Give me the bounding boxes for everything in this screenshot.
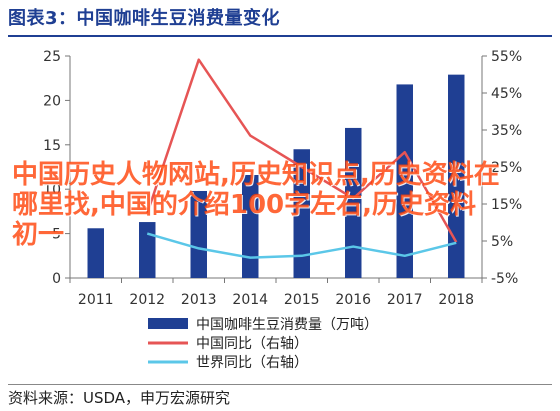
y-left-tick-label: 5: [52, 227, 61, 243]
x-tick-label: 2017: [387, 292, 423, 308]
bar-consumption: [87, 228, 104, 278]
bar-consumption: [139, 222, 156, 278]
line-china-yoy: [146, 58, 458, 243]
y-right-tick-label: 5%: [491, 234, 513, 250]
legend-label: 中国同比（右轴）: [196, 336, 308, 352]
bar-consumption: [396, 84, 413, 278]
y-left-tick-label: 25: [43, 49, 61, 65]
source-note: 资料来源：USDA，申万宏源研究: [8, 389, 231, 407]
x-tick-label: 2015: [284, 292, 320, 308]
x-tick-label: 2013: [181, 292, 217, 308]
legend-label: 世界同比（右轴）: [196, 355, 308, 371]
combo-chart: 0 5 10 15 20 25 -5% 5% 15% 25% 35% 45% 55% 2011 2012 20…: [43, 49, 522, 371]
y-right-tick-label: 25%: [491, 160, 522, 176]
y-left-tick-label: 20: [43, 93, 61, 109]
x-tick-label: 2011: [78, 292, 114, 308]
bar-consumption: [190, 190, 207, 278]
x-tick-label: 2018: [438, 292, 474, 308]
bar-consumption: [293, 149, 310, 278]
bar-consumption: [345, 127, 362, 278]
y-left-tick-label: 15: [43, 138, 61, 154]
title-divider: [8, 35, 552, 37]
y-left-tick-label: 10: [43, 182, 61, 198]
source-divider: [8, 384, 552, 385]
x-tick-label: 2012: [129, 292, 165, 308]
x-tick-label: 2016: [335, 292, 371, 308]
line-world-yoy: [146, 232, 457, 259]
bar-consumption: [448, 74, 465, 278]
y-right-tick-label: 55%: [491, 49, 522, 65]
legend-swatch-bar: [148, 318, 188, 329]
y-right-tick-label: 35%: [491, 123, 522, 139]
bar-consumption: [242, 174, 259, 278]
y-right-tick-label: 15%: [491, 197, 522, 213]
y-left-tick-label: 0: [52, 271, 61, 287]
chart-title: 图表3：中国咖啡生豆消费量变化: [8, 8, 281, 29]
legend-label: 中国咖啡生豆消费量（万吨）: [196, 317, 378, 333]
chart-title-area: 图表3：中国咖啡生豆消费量变化: [8, 4, 552, 34]
y-right-tick-label: 45%: [491, 86, 522, 102]
x-tick-label: 2014: [232, 292, 268, 308]
y-right-tick-label: -5%: [491, 271, 518, 287]
